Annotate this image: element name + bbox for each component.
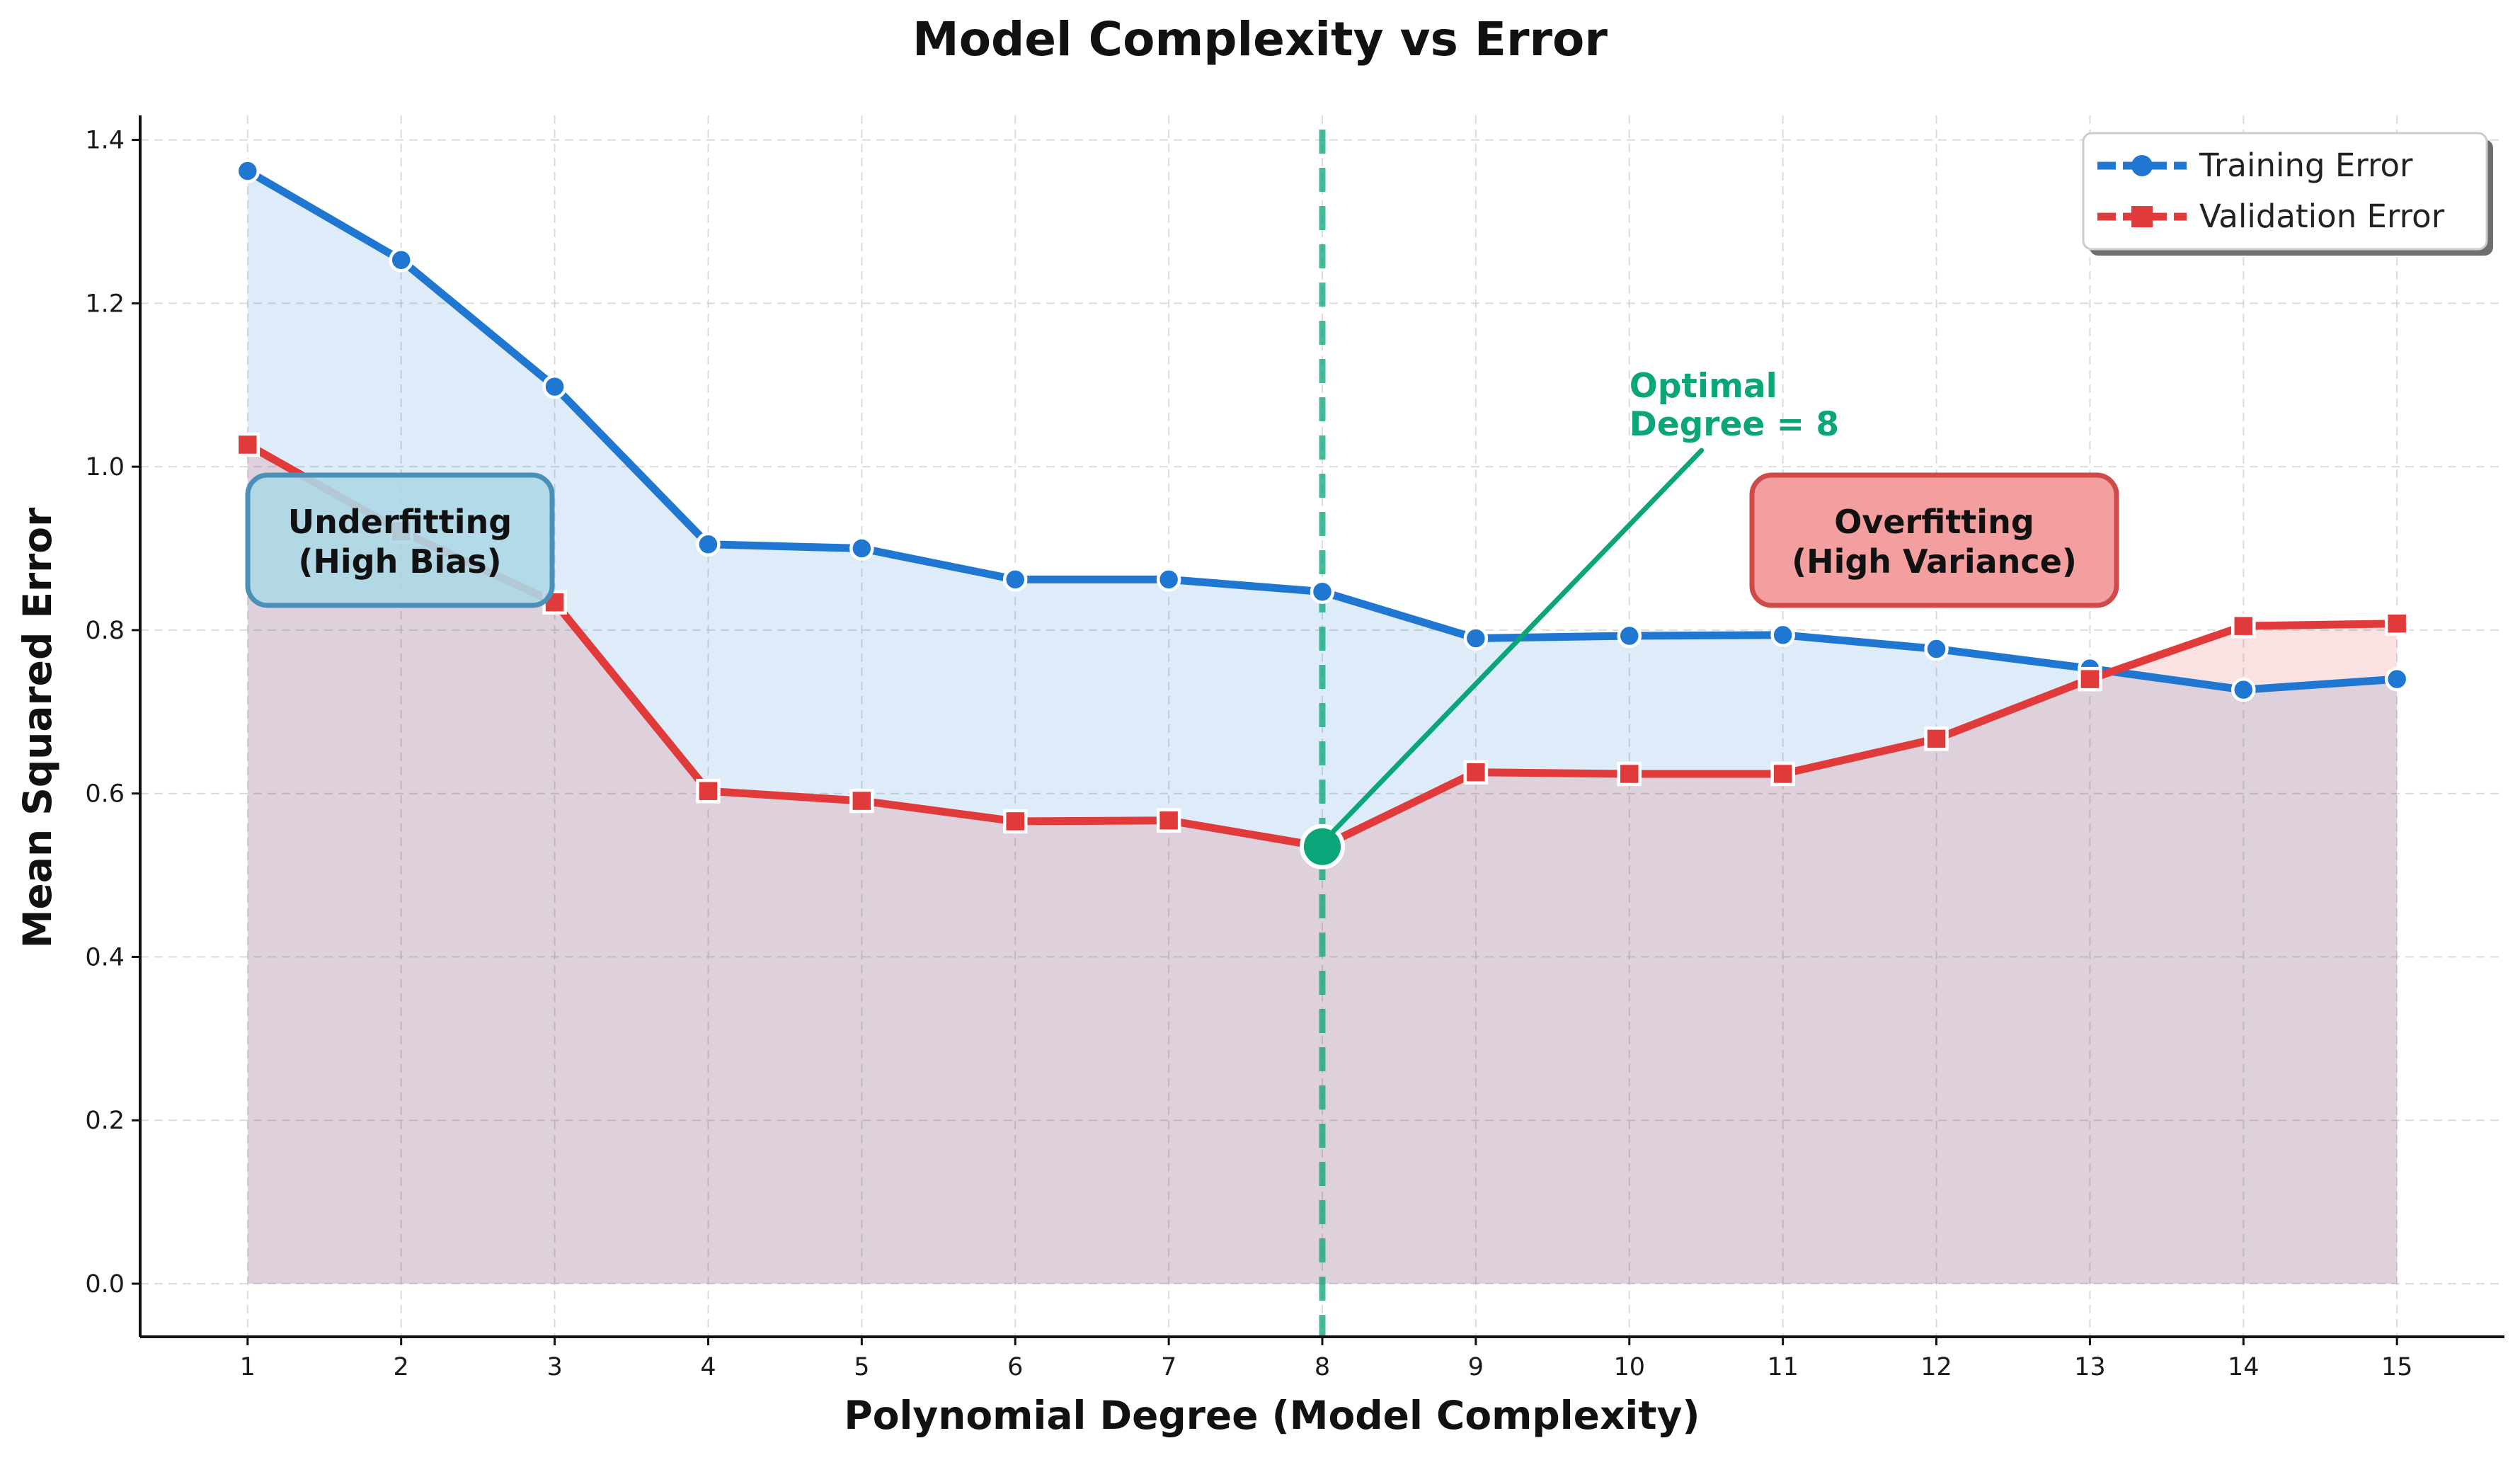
legend: Training Error Validation Error — [2082, 132, 2493, 256]
y-tick-label: 0.6 — [85, 780, 125, 809]
validation-error-point — [1002, 809, 1028, 834]
y-tick-label: 0.8 — [85, 617, 125, 645]
training-error-point — [696, 532, 721, 557]
overfitting-label-line1: Overfitting — [1834, 503, 2034, 541]
training-error-point — [1463, 626, 1489, 651]
validation-error-point — [1770, 761, 1795, 787]
x-tick-label: 11 — [1767, 1353, 1799, 1381]
legend-validation-label: Validation Error — [2199, 198, 2445, 235]
y-tick-label: 0.0 — [85, 1270, 125, 1299]
validation-error-point — [1617, 761, 1642, 787]
x-axis-title: Polynomial Degree (Model Complexity) — [844, 1393, 1700, 1438]
training-error-point — [1617, 623, 1642, 649]
x-tick-label: 6 — [1007, 1353, 1023, 1381]
x-tick-label: 12 — [1920, 1353, 1952, 1381]
training-error-point — [1924, 637, 1949, 661]
validation-error-point — [235, 432, 260, 457]
y-tick-label: 1.0 — [85, 453, 125, 481]
validation-error-point — [1463, 760, 1489, 785]
underfitting-label-line2: (High Bias) — [298, 542, 501, 581]
underfitting-label-line1: Underfitting — [288, 503, 512, 541]
validation-error-point — [2384, 611, 2410, 636]
x-tick-label: 14 — [2228, 1353, 2260, 1381]
overfitting-box — [1749, 472, 2119, 608]
training-error-point — [1156, 567, 1181, 592]
training-error-point — [2384, 666, 2410, 692]
y-tick-label: 0.2 — [85, 1107, 125, 1135]
y-tick-label: 1.2 — [85, 290, 125, 318]
y-axis-title: Mean Squared Error — [15, 508, 60, 948]
validation-error-point — [696, 778, 721, 804]
x-tick-label: 7 — [1161, 1353, 1176, 1381]
overfitting-label-line2: (High Variance) — [1792, 542, 2077, 581]
training-error-area — [247, 171, 2398, 1284]
x-tick-label: 13 — [2074, 1353, 2106, 1381]
x-tick-label: 5 — [854, 1353, 869, 1381]
legend-training-label: Training Error — [2199, 147, 2413, 184]
training-error-point — [2231, 677, 2256, 702]
y-tick-label: 1.4 — [85, 127, 125, 155]
validation-error-point — [1156, 808, 1181, 833]
training-error-point — [389, 247, 413, 273]
validation-error-point — [849, 788, 874, 814]
validation-error-point — [2231, 613, 2256, 639]
training-error-point — [235, 159, 260, 183]
x-tick-label: 8 — [1315, 1353, 1330, 1381]
training-error-point — [542, 374, 567, 399]
training-error-point — [849, 536, 874, 561]
y-tick-label: 0.4 — [85, 943, 125, 971]
axes: 0.00.20.40.60.81.01.21.41 2 3 4 5 6 7 8 9 10 11 12 1… — [85, 115, 2504, 1381]
underfitting-box — [245, 472, 555, 608]
optimal-label-line2: Degree = 8 — [1630, 405, 1839, 444]
x-tick-label: 1 — [240, 1353, 256, 1381]
legend-training-marker — [2131, 155, 2153, 176]
chart-title: Model Complexity vs Error — [912, 12, 1608, 67]
x-tick-label: 15 — [2381, 1353, 2413, 1381]
optimal-label-line1: Optimal — [1630, 367, 1777, 406]
validation-error-point — [1924, 726, 1949, 751]
optimal-point-marker — [1300, 823, 1345, 869]
x-tick-label: 3 — [546, 1353, 562, 1381]
training-error-point — [1002, 567, 1028, 592]
x-tick-label: 2 — [394, 1353, 409, 1381]
x-tick-label: 9 — [1468, 1353, 1484, 1381]
optimal-arrow — [1331, 447, 1705, 834]
validation-error-point — [2078, 666, 2102, 692]
legend-validation-marker — [2131, 206, 2153, 227]
training-error-point — [1310, 579, 1335, 604]
training-error-point — [1770, 622, 1795, 648]
x-tick-label: 4 — [700, 1353, 716, 1381]
x-tick-label: 10 — [1613, 1353, 1645, 1381]
